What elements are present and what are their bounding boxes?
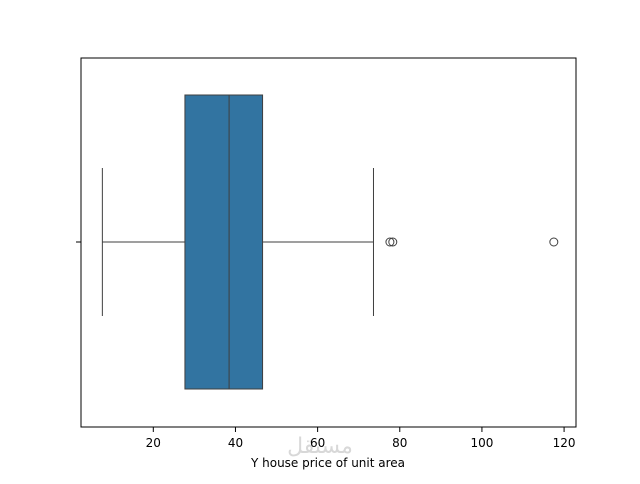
outlier xyxy=(388,237,398,247)
outlier xyxy=(385,237,395,247)
x-tick-label: 40 xyxy=(228,436,243,450)
x-tick-label: 120 xyxy=(553,436,576,450)
x-tick-label: 20 xyxy=(146,436,161,450)
x-tick-label: 100 xyxy=(470,436,493,450)
x-tick-label: 80 xyxy=(392,436,407,450)
x-tick-label: 60 xyxy=(310,436,325,450)
box xyxy=(184,94,264,390)
x-axis-label: Y house price of unit area xyxy=(250,456,405,470)
watermark: مستقل xyxy=(287,434,353,459)
outlier xyxy=(549,237,559,247)
